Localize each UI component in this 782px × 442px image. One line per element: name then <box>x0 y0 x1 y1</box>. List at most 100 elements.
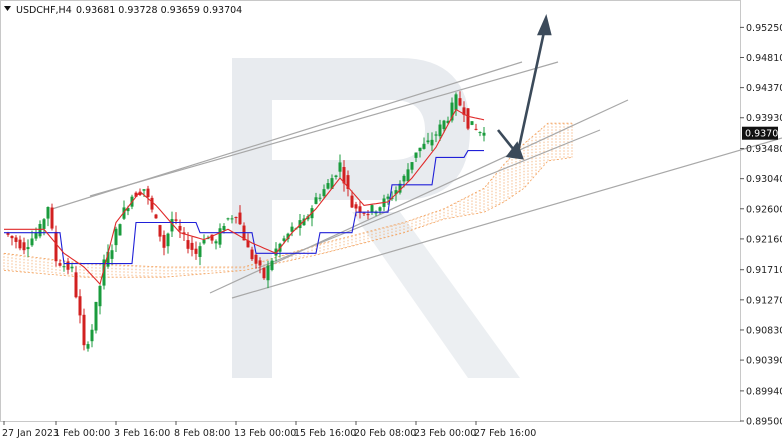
candle-body <box>306 216 310 220</box>
x-tick-label: 8 Feb 08:00 <box>174 428 230 439</box>
candle-body <box>58 263 62 266</box>
candle-body <box>142 189 146 191</box>
candle-body <box>286 233 290 240</box>
candle-body <box>266 265 270 281</box>
candle-body <box>458 98 462 106</box>
candle-body <box>454 94 458 110</box>
x-tick-label: 15 Feb 16:00 <box>294 428 356 439</box>
chart-header: USDCHF,H4 0.93681 0.93728 0.93659 0.9370… <box>4 5 242 16</box>
candle-body <box>438 124 442 137</box>
y-tick-label: 0.95250 <box>746 23 782 34</box>
candle-body <box>22 242 26 251</box>
price-axis: 0.95250 0.94810 0.94370 0.93930 0.93480 0.930… <box>740 23 782 428</box>
candle-body <box>394 190 398 195</box>
candle-body <box>110 250 114 259</box>
candle-body <box>422 143 426 149</box>
candle-body <box>90 329 94 342</box>
x-tick-label: 27 Jan 2023 <box>2 428 59 439</box>
candle-body <box>194 248 198 254</box>
candle-body <box>254 254 258 264</box>
candle-body <box>118 224 122 236</box>
candle-body <box>442 120 446 130</box>
candle-body <box>386 196 390 199</box>
symbol-label: USDCHF,H4 <box>16 5 72 16</box>
candle-body <box>126 207 130 212</box>
candle-body <box>334 175 338 178</box>
candle-body <box>462 107 466 115</box>
channel-upper-line-2 <box>89 61 559 197</box>
candle-body <box>258 260 262 266</box>
y-tick-label: 0.92160 <box>746 234 782 245</box>
y-tick-label: 0.94370 <box>746 83 782 94</box>
current-price-marker: 0.93704 <box>742 126 782 140</box>
y-tick-label: 0.90390 <box>746 356 782 367</box>
svg-text:0.93704: 0.93704 <box>745 129 782 140</box>
candle-body <box>338 162 342 172</box>
support-line <box>231 137 782 299</box>
y-tick-label: 0.93930 <box>746 113 782 124</box>
candle-body <box>226 218 230 220</box>
candle-body <box>406 169 410 182</box>
candle-body <box>290 226 294 232</box>
candle-body <box>282 238 286 241</box>
channel-mid-line <box>257 129 601 269</box>
kijun-line <box>4 150 484 265</box>
candle-body <box>250 249 254 260</box>
candle-body <box>302 218 306 226</box>
candle-body <box>318 197 322 199</box>
candle-body <box>186 240 190 249</box>
candle-body <box>166 233 170 247</box>
candle-body <box>174 219 178 221</box>
forecast-down-arrow <box>496 129 516 151</box>
candle-body <box>470 121 474 125</box>
candle-body <box>170 219 174 232</box>
candle-body <box>322 189 326 197</box>
candle-body <box>178 225 182 231</box>
candle-body <box>138 191 142 196</box>
forecast-arrows <box>496 13 552 160</box>
candle-body <box>198 246 202 257</box>
y-tick-label: 0.91270 <box>746 295 782 306</box>
y-tick-label: 0.91710 <box>746 265 782 276</box>
candle-body <box>330 178 334 189</box>
candle-body <box>418 147 422 152</box>
candle-body <box>350 195 354 208</box>
candle-body <box>326 183 330 189</box>
candle-body <box>122 207 126 219</box>
candle-body <box>42 219 46 229</box>
candle-body <box>238 212 242 225</box>
candle-body <box>190 242 194 250</box>
candle-body <box>82 314 86 346</box>
candle-body <box>358 206 362 213</box>
candle-body <box>446 120 450 124</box>
candle-body <box>206 238 210 240</box>
x-tick-label: 13 Feb 00:00 <box>234 428 296 439</box>
tenkan-line <box>4 108 485 286</box>
candle-body <box>10 235 14 239</box>
candle-body <box>466 108 470 129</box>
candle-body <box>50 207 54 229</box>
x-tick-label: 20 Feb 08:00 <box>354 428 416 439</box>
y-tick-label: 0.93480 <box>746 144 782 155</box>
y-tick-label: 0.94810 <box>746 53 782 64</box>
candle-body <box>426 140 430 143</box>
candle-body <box>430 139 434 146</box>
y-tick-label: 0.89940 <box>746 386 782 397</box>
candle-body <box>342 167 346 184</box>
candle-body <box>234 217 238 219</box>
candle-body <box>414 152 418 158</box>
collapse-triangle-icon[interactable] <box>4 6 11 11</box>
candle-body <box>398 183 402 193</box>
candle-body <box>402 175 406 182</box>
candle-body <box>46 207 50 219</box>
candle-body <box>114 228 118 246</box>
candle-body <box>450 102 454 121</box>
candle-body <box>18 239 22 249</box>
candle-body <box>222 226 226 231</box>
candle-body <box>134 192 138 197</box>
candle-body <box>78 296 82 316</box>
candle-body <box>162 234 166 248</box>
candle-body <box>218 228 222 245</box>
